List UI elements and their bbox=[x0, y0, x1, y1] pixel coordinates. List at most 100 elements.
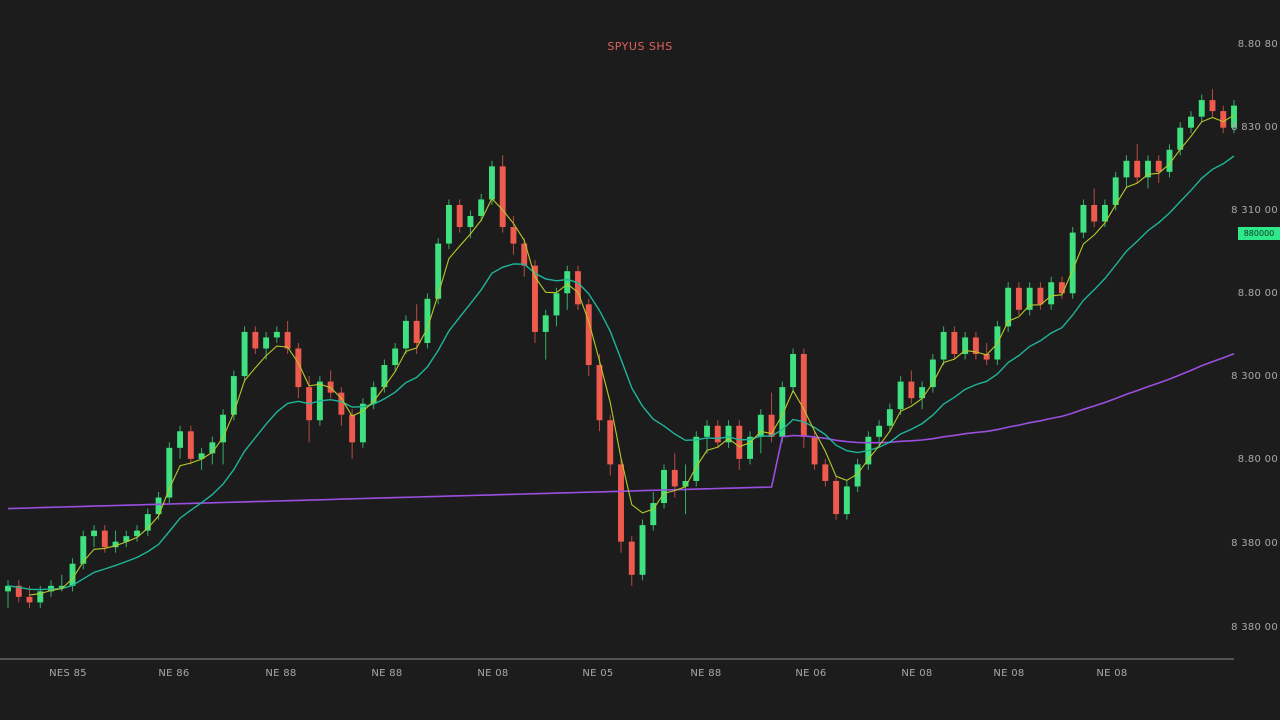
candle-body bbox=[886, 409, 893, 426]
candle-body bbox=[220, 414, 227, 443]
x-tick-label: NES 85 bbox=[49, 668, 87, 679]
candle-body bbox=[618, 464, 624, 542]
candle bbox=[521, 238, 528, 277]
candle-body bbox=[1134, 160, 1141, 178]
candle-body bbox=[1188, 116, 1194, 128]
candle bbox=[585, 298, 592, 377]
candle bbox=[510, 216, 517, 255]
candle-body bbox=[671, 469, 678, 487]
x-tick-label: NE 88 bbox=[265, 668, 297, 679]
candle-body bbox=[370, 387, 377, 404]
candle-body bbox=[779, 387, 786, 437]
x-tick-label: NE 88 bbox=[371, 668, 403, 679]
candle-body bbox=[58, 585, 65, 588]
candle bbox=[80, 530, 87, 570]
candle-body bbox=[736, 425, 743, 459]
x-tick-label: NE 05 bbox=[582, 668, 614, 679]
candle-body bbox=[467, 216, 474, 228]
candle-body bbox=[940, 331, 947, 360]
candle-body bbox=[972, 337, 979, 354]
candle bbox=[349, 409, 356, 459]
candle-body bbox=[413, 320, 420, 343]
candle bbox=[800, 348, 807, 448]
candle-body bbox=[1155, 160, 1162, 172]
candle-body bbox=[488, 166, 495, 200]
candle bbox=[607, 414, 614, 476]
candle bbox=[1048, 276, 1055, 310]
candle-body bbox=[650, 503, 657, 526]
candle-body bbox=[187, 431, 194, 459]
y-tick-label: 8 380 00 bbox=[1231, 538, 1278, 549]
candle bbox=[402, 315, 409, 354]
candle bbox=[951, 326, 958, 360]
candle bbox=[1188, 111, 1194, 134]
candle-body bbox=[359, 403, 366, 443]
candle bbox=[779, 381, 786, 443]
candle bbox=[1166, 144, 1173, 178]
candle-body bbox=[1005, 287, 1012, 327]
candle bbox=[886, 403, 893, 432]
candle-body bbox=[800, 354, 807, 437]
candle bbox=[596, 354, 603, 432]
y-tick-label: 8 300 00 bbox=[1231, 371, 1278, 382]
candle bbox=[822, 458, 829, 487]
candle-body bbox=[843, 486, 850, 515]
candle-body bbox=[80, 536, 87, 564]
candle-body bbox=[424, 298, 431, 343]
moving-averages-group bbox=[7, 114, 1235, 596]
candle bbox=[908, 370, 915, 404]
candle bbox=[1080, 199, 1087, 239]
candle-body bbox=[349, 414, 356, 443]
candle bbox=[843, 480, 850, 520]
candle-body bbox=[532, 265, 538, 332]
candle bbox=[252, 326, 259, 354]
x-tick-label: NE 86 bbox=[158, 668, 190, 679]
candle-body bbox=[661, 469, 667, 504]
candle-body bbox=[585, 304, 592, 366]
candle-body bbox=[1069, 232, 1076, 294]
candle bbox=[1231, 100, 1237, 134]
candle-body bbox=[553, 293, 560, 316]
y-tick-label: 8 380 00 bbox=[1231, 622, 1278, 633]
candle bbox=[940, 326, 947, 366]
candle-body bbox=[704, 425, 710, 437]
candle bbox=[714, 420, 721, 448]
candle bbox=[542, 309, 549, 360]
candle bbox=[661, 464, 667, 509]
candle bbox=[919, 381, 926, 410]
candle-body bbox=[510, 227, 517, 244]
candle bbox=[166, 442, 173, 504]
candle-body bbox=[1037, 287, 1044, 305]
candle-body bbox=[144, 514, 151, 531]
candle bbox=[15, 580, 22, 603]
candle bbox=[112, 530, 119, 553]
candle-body bbox=[69, 563, 76, 586]
candle-body bbox=[338, 392, 345, 415]
x-tick-label: NE 06 bbox=[795, 668, 827, 679]
candle-body bbox=[1026, 287, 1033, 310]
candle-body bbox=[478, 199, 485, 216]
candle-body bbox=[155, 497, 162, 515]
candle-body bbox=[607, 420, 614, 465]
candle-body bbox=[91, 530, 97, 537]
candle-body bbox=[682, 480, 689, 487]
candle-body bbox=[402, 320, 409, 349]
candle bbox=[187, 425, 194, 465]
y-tick-label: 8 830 00 bbox=[1231, 122, 1278, 133]
candle-body bbox=[876, 425, 883, 437]
candle bbox=[929, 354, 936, 393]
candle bbox=[241, 326, 248, 382]
candle-body bbox=[123, 536, 130, 542]
x-tick-label: NE 08 bbox=[993, 668, 1025, 679]
candle bbox=[209, 436, 216, 465]
candle bbox=[1198, 94, 1205, 123]
candle bbox=[962, 331, 969, 360]
candle bbox=[854, 458, 861, 492]
candle bbox=[1015, 282, 1022, 316]
candle bbox=[1209, 89, 1216, 117]
candle-body bbox=[919, 387, 926, 399]
candle bbox=[1134, 144, 1141, 183]
candle-body bbox=[26, 596, 33, 603]
candle bbox=[983, 342, 990, 366]
